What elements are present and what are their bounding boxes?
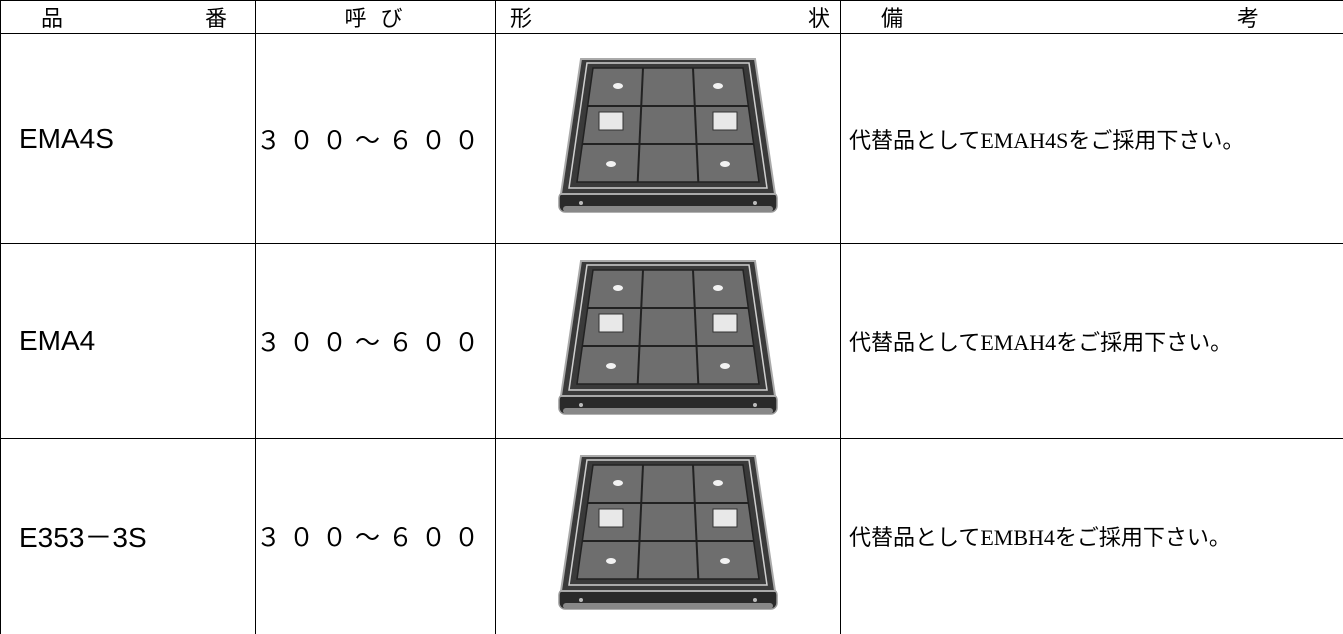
product-image [553,256,783,426]
row: E353－3S ３００～６００ 代替品としてEMBH4をご採用下さい。 [1,439,1343,634]
size: ３００～６００ [256,34,496,244]
product-code: EMA4 [1,244,256,439]
image-cell [496,34,841,244]
size: ３００～６００ [256,439,496,634]
header-cell: 品番 [1,1,256,34]
product-code: E353－3S [1,439,256,634]
remark: 代替品としてEMAH4をご採用下さい。 [841,244,1343,439]
header-cell: 形状 [496,1,841,34]
image-cell [496,439,841,634]
row: EMA4 ３００～６００ 代替品としてEMAH4をご採用下さい。 [1,244,1343,439]
header-cell: 呼び [256,1,496,34]
image-cell [496,244,841,439]
product-image [553,54,783,224]
product-code: EMA4S [1,34,256,244]
header-row: 品番 呼び 形状 備考 [1,1,1343,34]
row: EMA4S ３００～６００ 代替品としてEMAH4Sをご採用下さい。 [1,34,1343,244]
product-image [553,451,783,621]
remark: 代替品としてEMBH4をご採用下さい。 [841,439,1343,634]
header-cell: 備考 [841,1,1343,34]
size: ３００～６００ [256,244,496,439]
remark: 代替品としてEMAH4Sをご採用下さい。 [841,34,1343,244]
